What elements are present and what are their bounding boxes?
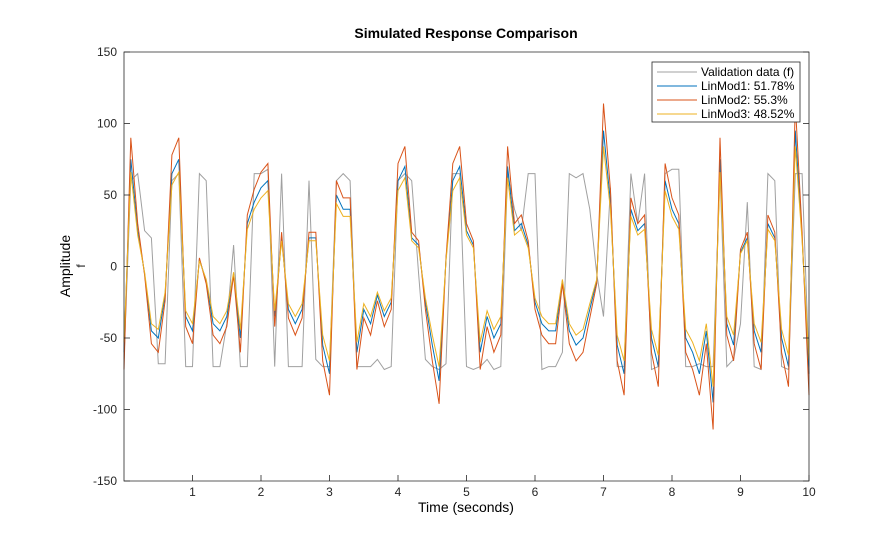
y-tick-label: -150 [93,474,117,488]
y-tick-label: 100 [97,117,117,131]
x-tick-label: 5 [463,485,470,499]
x-tick-label: 10 [802,485,816,499]
y-axis-sublabel: f [74,264,88,268]
series-line-2 [123,103,810,430]
series-line-1 [123,130,810,403]
series-line-3 [123,146,810,387]
x-tick-label: 7 [600,485,607,499]
x-tick-label: 6 [532,485,539,499]
y-tick-label: 50 [104,188,118,202]
legend-label-0: Validation data (f) [701,65,794,79]
chart-title: Simulated Response Comparison [354,25,577,41]
legend-label-1: LinMod1: 51.78% [701,79,795,93]
x-tick-label: 2 [258,485,265,499]
x-tick-label: 3 [326,485,333,499]
y-tick-label: -50 [100,331,118,345]
y-axis-label: Amplitude [57,235,73,297]
x-tick-label: 1 [189,485,196,499]
x-tick-label: 9 [737,485,744,499]
y-tick-label: -100 [93,403,117,417]
legend-items: Validation data (f)LinMod1: 51.78%LinMod… [657,65,795,121]
legend-label-2: LinMod2: 55.3% [701,93,788,107]
ticks-layer: 1 2 3 4 5 6 7 8 9 10 -150 -100 -50 0 50 100 150 [93,45,816,499]
plot-area [124,52,809,481]
x-tick-label: 4 [395,485,402,499]
x-axis-label: Time (seconds) [418,499,514,515]
y-tick-label: 0 [110,260,117,274]
legend-label-3: LinMod3: 48.52% [701,107,795,121]
x-tick-label: 8 [669,485,676,499]
series-layer [123,103,810,430]
legend[interactable]: Validation data (f)LinMod1: 51.78%LinMod… [651,61,801,123]
y-tick-label: 150 [97,45,117,59]
